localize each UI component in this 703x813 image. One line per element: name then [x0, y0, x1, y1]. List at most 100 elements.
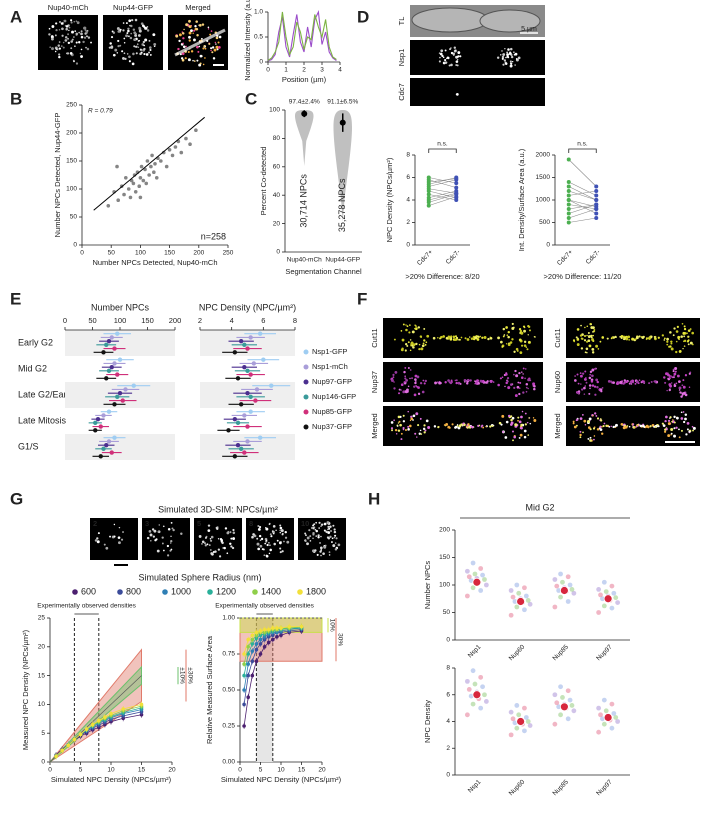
legend-swatch [207, 589, 213, 595]
image-speckle [119, 28, 122, 31]
image-speckle [450, 47, 452, 49]
image-speckle [209, 537, 212, 540]
micrograph [566, 362, 700, 402]
row-label: G1/S [18, 441, 39, 451]
image-speckle [400, 383, 404, 387]
image-speckle [682, 331, 686, 335]
profile-line [174, 28, 226, 57]
image-speckle [592, 326, 595, 329]
image-speckle [323, 529, 326, 532]
micrograph [103, 15, 163, 70]
data-point [426, 203, 431, 208]
image-speckle [583, 419, 587, 423]
data-point [245, 424, 250, 429]
cell-outline [411, 7, 489, 33]
image-speckle [685, 433, 688, 436]
data-point [150, 153, 154, 158]
image-speckle [593, 438, 595, 441]
image-speckle [599, 428, 603, 432]
data-point [516, 712, 522, 718]
image-speckle [587, 339, 591, 342]
x-tick-label: Nup97 [595, 643, 614, 662]
data-point [115, 164, 119, 169]
data-point [523, 715, 529, 720]
image-speckle [634, 338, 637, 341]
image-speckle [320, 525, 322, 528]
image-speckle [691, 331, 694, 335]
panel-label: C [245, 89, 257, 108]
image-speckle [121, 50, 124, 53]
data-point [468, 693, 474, 699]
image-speckle [130, 24, 133, 28]
image-speckle [673, 372, 677, 376]
image-speckle [620, 422, 624, 426]
image-speckle [491, 425, 494, 428]
image-speckle [610, 425, 612, 428]
image-speckle [519, 427, 522, 429]
image-speckle [75, 41, 78, 44]
data-point [567, 582, 573, 588]
image-speckle [585, 347, 589, 351]
legend-label: Nup146-GFP [312, 392, 356, 401]
data-point [603, 708, 609, 714]
mean-point [472, 577, 482, 587]
image-speckle [594, 412, 597, 415]
data-point [257, 331, 263, 336]
image-speckle [409, 369, 412, 371]
pair-line [428, 177, 457, 185]
image-speckle [511, 322, 514, 326]
x-tick-label: 2 [302, 67, 306, 74]
data-point [560, 579, 565, 585]
image-speckle [142, 40, 146, 44]
image-speckle [421, 344, 425, 348]
x-tick-label: 250 [223, 250, 234, 257]
image-speckle [579, 436, 582, 439]
image-speckle [318, 521, 321, 524]
image-speckle [208, 544, 211, 547]
image-speckle [691, 343, 694, 346]
image-speckle [503, 59, 507, 62]
data-point [508, 709, 514, 715]
image-speckle [518, 436, 521, 439]
image-speckle [601, 387, 604, 389]
image-speckle [507, 335, 510, 339]
micrograph [383, 406, 543, 446]
image-speckle [257, 547, 261, 551]
image-speckle [670, 382, 673, 384]
row-band [200, 330, 295, 356]
image-speckle [418, 347, 421, 351]
data-point [266, 640, 271, 645]
image-speckle [452, 335, 456, 339]
image-speckle [397, 415, 401, 419]
data-point [109, 335, 114, 340]
image-speckle [212, 57, 216, 60]
image-speckle [116, 52, 119, 54]
image-speckle [51, 37, 54, 41]
image-speckle [650, 380, 653, 383]
image-speckle [667, 434, 671, 438]
row-label: Late G2/Early M [18, 389, 83, 399]
micrograph [194, 518, 242, 560]
image-speckle [520, 415, 523, 419]
image-speckle [439, 52, 443, 56]
data-point [615, 600, 621, 605]
image-speckle [687, 336, 689, 338]
image-speckle [444, 381, 447, 384]
image-speckle [276, 539, 279, 542]
row-label: Early G2 [18, 337, 53, 347]
data-point [60, 748, 64, 753]
image-speckle [624, 425, 628, 429]
image-speckle [521, 410, 524, 413]
y-tick-label: 25 [38, 615, 46, 622]
image-speckle [579, 417, 583, 421]
data-point [104, 376, 109, 381]
image-speckle [457, 51, 461, 55]
image-speckle [169, 542, 172, 544]
image-speckle [143, 47, 146, 51]
image-speckle [459, 55, 462, 58]
image-speckle [124, 57, 127, 61]
image-speckle [513, 373, 515, 376]
data-point [426, 182, 431, 187]
image-speckle [595, 344, 599, 348]
image-speckle [584, 370, 587, 373]
